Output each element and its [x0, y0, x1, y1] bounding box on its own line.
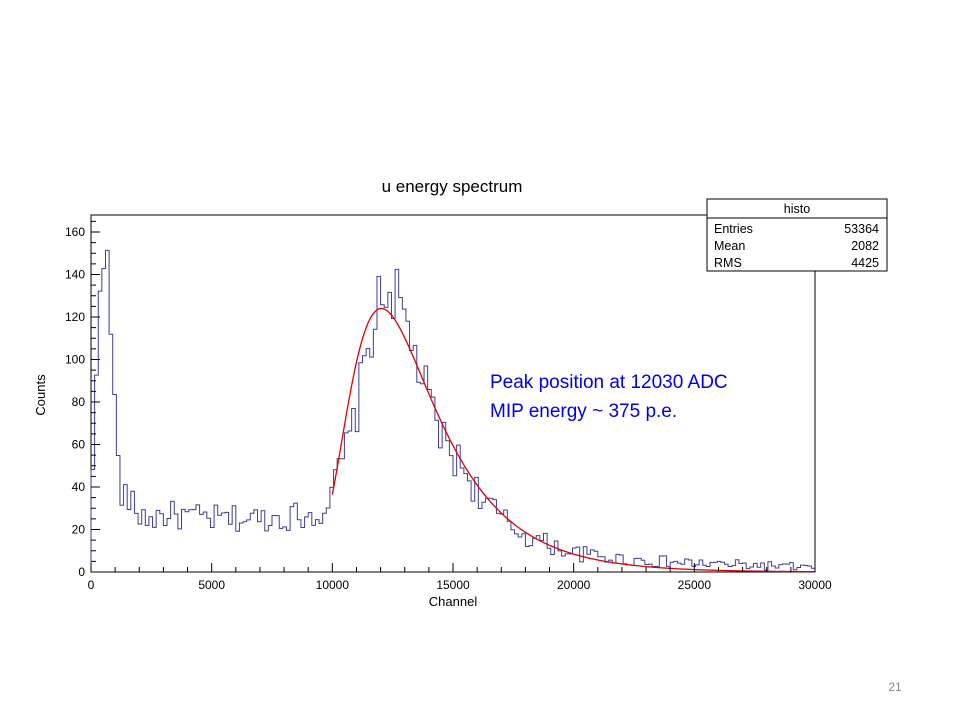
x-tick-label: 15000	[436, 578, 470, 592]
stats-mean-value: 2082	[851, 239, 879, 253]
chart-title: u energy spectrum	[382, 177, 523, 196]
y-axis-label: Counts	[33, 374, 48, 416]
x-tick-label: 0	[88, 578, 95, 592]
y-tick-label: 60	[72, 438, 86, 452]
y-tick-label: 20	[72, 523, 86, 537]
plot-frame	[90, 214, 816, 573]
x-axis-label: Channel	[429, 594, 478, 609]
x-tick-label: 25000	[678, 578, 712, 592]
stats-box-title: histo	[784, 202, 810, 216]
y-tick-label: 0	[78, 565, 85, 579]
histogram-series	[90, 249, 816, 572]
x-tick-label: 30000	[798, 578, 832, 592]
stats-rms-label: RMS	[714, 256, 742, 270]
y-tick-label: 40	[72, 480, 86, 494]
slide-number: 21	[888, 680, 902, 694]
annotation-peak-position: Peak position at 12030 ADC	[490, 372, 728, 393]
stats-entries-value: 53364	[844, 222, 879, 236]
y-tick-label: 160	[65, 225, 85, 239]
fit-curve	[331, 307, 815, 573]
y-tick-label: 80	[72, 395, 86, 409]
y-tick-label: 120	[65, 310, 85, 324]
y-tick-label: 140	[65, 268, 85, 282]
stats-box-frame	[706, 198, 888, 272]
x-tick-label: 5000	[198, 578, 225, 592]
stats-entries-label: Entries	[714, 222, 753, 236]
stats-rms-value: 4425	[851, 256, 879, 270]
annotation-mip-energy: MIP energy ~ 375 p.e.	[490, 401, 677, 422]
x-tick-label: 10000	[316, 578, 350, 592]
y-tick-label: 100	[65, 353, 85, 367]
stats-mean-label: Mean	[714, 239, 745, 253]
stats-box: histo Entries 53364 Mean 2082 RMS 4425	[706, 198, 888, 272]
x-tick-label: 20000	[557, 578, 591, 592]
